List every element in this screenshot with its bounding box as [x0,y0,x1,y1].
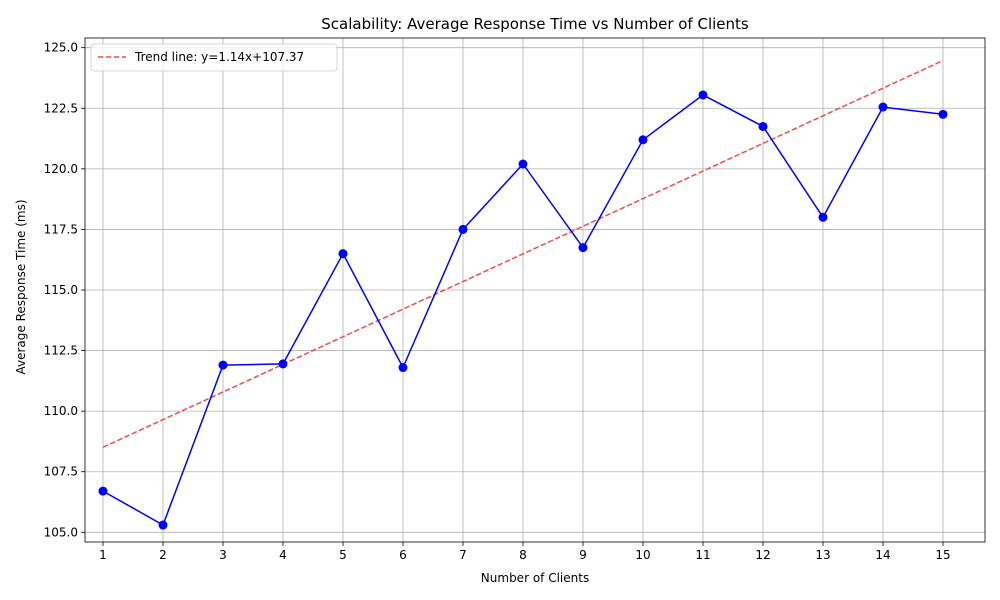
x-tick-label: 11 [695,548,710,562]
data-point [518,159,528,169]
y-tick-label: 120.0 [44,162,78,176]
x-tick-label: 10 [635,548,650,562]
x-tick-label: 9 [579,548,587,562]
x-tick-label: 4 [279,548,287,562]
y-tick-label: 117.5 [44,222,78,236]
legend-trend-label: Trend line: y=1.14x+107.37 [134,50,304,64]
y-tick-label: 105.0 [44,525,78,539]
legend: Trend line: y=1.14x+107.37 [90,43,338,72]
trend-line [102,59,944,448]
data-point [398,363,408,373]
data-point [758,121,768,131]
y-tick-label: 115.0 [44,283,78,297]
x-tick-label: 1 [99,548,107,562]
data-point [338,249,348,259]
y-tick-label: 122.5 [44,101,78,115]
data-point [938,109,948,119]
x-tick-label: 5 [339,548,347,562]
x-tick-label: 6 [399,548,407,562]
y-tick-label: 107.5 [44,465,78,479]
x-tick-label: 12 [755,548,770,562]
data-point [698,90,708,100]
data-point [578,243,588,253]
x-tick-label: 14 [875,548,890,562]
y-tick-label: 112.5 [44,344,78,358]
y-axis-ticks: 105.0 107.5 110.0 112.5 115.0 117.5 120.0 122.5… [44,41,85,539]
data-point [458,224,468,234]
y-tick-label: 110.0 [44,404,78,418]
x-tick-label: 13 [815,548,830,562]
data-point [278,359,288,369]
data-point [878,102,888,112]
x-tick-label: 8 [519,548,527,562]
legend-box [90,43,338,72]
data-point [158,520,168,530]
y-tick-label: 125.0 [44,41,78,55]
x-tick-label: 7 [459,548,467,562]
y-axis-label: Average Response Time (ms) [14,199,28,374]
trend-line-layer [102,59,944,448]
x-tick-label: 2 [159,548,167,562]
data-point [818,212,828,222]
x-tick-label: 3 [219,548,227,562]
data-point [218,360,228,370]
x-axis-ticks: 1 2 3 4 5 6 7 8 9 10 11 12 13 14 15 [99,542,951,562]
chart-title: Scalability: Average Response Time vs Nu… [321,15,749,33]
x-tick-label: 15 [935,548,950,562]
x-axis-label: Number of Clients [481,571,589,585]
data-point [98,486,108,496]
data-point [638,135,648,145]
data-series-layer [98,90,948,530]
